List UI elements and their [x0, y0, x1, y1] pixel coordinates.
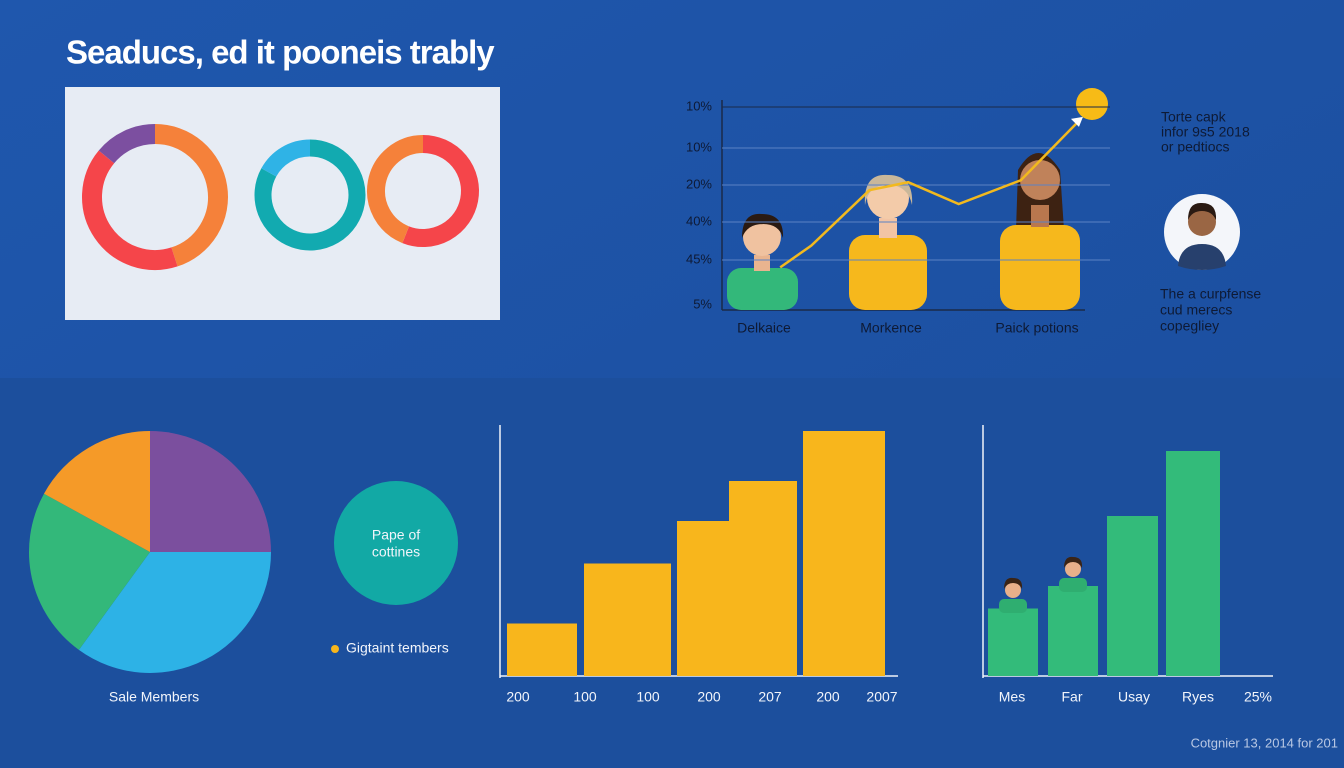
x-tick-label: Usay	[1118, 689, 1150, 705]
donut-segment	[402, 135, 479, 247]
legend-dot	[331, 645, 339, 653]
person-label: Morkence	[860, 320, 922, 336]
pie-title: Sale Members	[109, 689, 199, 705]
x-tick-label: 200	[697, 689, 721, 705]
portrait	[1164, 194, 1240, 270]
bar	[803, 431, 885, 676]
bubble-label: Pape of	[372, 527, 420, 543]
x-tick-label: 100	[636, 689, 660, 705]
pie-slice	[150, 431, 271, 552]
x-tick-label: 200	[506, 689, 530, 705]
side-note: Torte capk	[1161, 109, 1227, 125]
side-caption: copegliey	[1160, 318, 1219, 334]
info-bubble	[334, 481, 458, 605]
bar	[507, 623, 577, 676]
arrow-head	[1070, 116, 1083, 127]
person-hair	[1004, 577, 1023, 589]
pie-slice	[78, 552, 271, 673]
y-axis-label: 20%	[686, 176, 712, 191]
person-body	[1059, 578, 1087, 592]
x-tick-label: 207	[758, 689, 782, 705]
footer: Cotgnier 13, 2014 for 201	[1191, 735, 1338, 750]
bar	[1166, 451, 1220, 676]
person-label: Paick potions	[995, 320, 1078, 336]
y-axis-label: 45%	[686, 251, 712, 266]
bubble-label: cottines	[372, 544, 420, 560]
x-tick-label: Mes	[999, 689, 1025, 705]
person-head	[1065, 561, 1081, 577]
bar	[677, 521, 729, 676]
bar	[1048, 586, 1098, 676]
side-note: or pedtiocs	[1161, 139, 1229, 155]
x-tick-label: Ryes	[1182, 689, 1214, 705]
side-caption: The a curpfense	[1160, 286, 1261, 302]
y-axis-label: 10%	[686, 139, 712, 154]
x-tick-label: 25%	[1244, 689, 1272, 705]
person-head	[1005, 582, 1021, 598]
pie-slice	[43, 431, 151, 552]
donut-segment	[82, 150, 178, 270]
donut-panel	[65, 87, 500, 320]
donut-segment	[98, 124, 156, 164]
x-tick-label: 2007	[866, 689, 897, 705]
goal-bubble	[1076, 88, 1108, 120]
bar	[988, 608, 1038, 676]
person-label: Delkaice	[737, 320, 791, 336]
x-tick-label: 200	[816, 689, 840, 705]
y-axis-label: 5%	[693, 296, 712, 311]
side-caption: cud merecs	[1160, 302, 1232, 318]
person-hair	[1064, 556, 1083, 568]
person-body	[999, 599, 1027, 613]
x-tick-label: Far	[1062, 689, 1083, 705]
y-axis-label: 10%	[686, 98, 712, 113]
pie-slice	[29, 493, 151, 650]
side-note: infor 9s5 2018	[1161, 124, 1250, 140]
donut-segment	[154, 124, 228, 267]
x-tick-label: 100	[573, 689, 597, 705]
y-axis-label: 40%	[686, 213, 712, 228]
page-title: Seaducs, ed it pooneis trably	[66, 34, 495, 71]
person	[727, 213, 798, 310]
donut-segment	[367, 135, 424, 244]
trend-line	[779, 119, 1080, 269]
donut-segment	[261, 139, 311, 177]
donut-segment	[254, 139, 366, 251]
legend-label: Gigtaint tembers	[346, 640, 449, 656]
bar	[584, 563, 671, 676]
bar	[729, 481, 797, 676]
bar	[1107, 516, 1158, 676]
